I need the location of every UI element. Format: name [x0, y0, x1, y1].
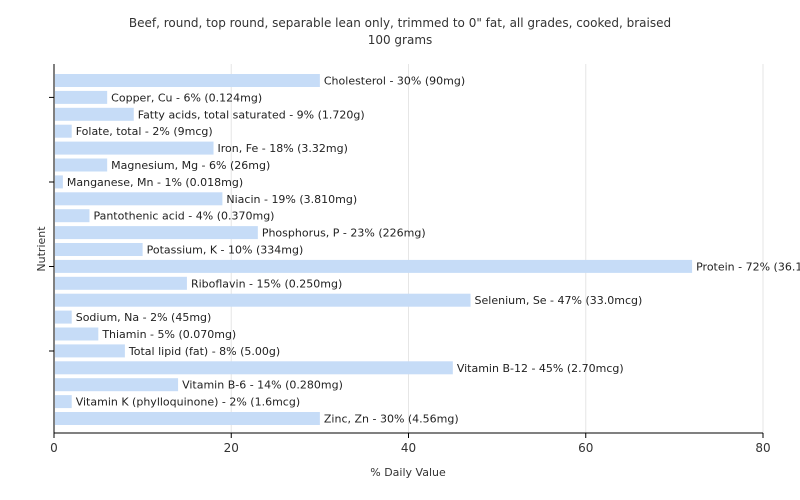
bar [55, 344, 125, 358]
bar-label: Magnesium, Mg - 6% (26mg) [111, 159, 270, 172]
bar-label: Niacin - 19% (3.810mg) [226, 193, 357, 206]
bar [55, 226, 258, 240]
bar [55, 243, 143, 256]
bar-label: Fatty acids, total saturated - 9% (1.720… [138, 108, 365, 121]
chart-title: Beef, round, top round, separable lean o… [129, 16, 671, 30]
bar-label: Copper, Cu - 6% (0.124mg) [111, 91, 262, 104]
bar-label: Manganese, Mn - 1% (0.018mg) [67, 176, 243, 189]
bar-label: Riboflavin - 15% (0.250mg) [191, 277, 342, 290]
bar [55, 192, 223, 206]
bar [55, 90, 108, 104]
x-tick-label: 20 [224, 441, 239, 455]
bar [55, 276, 187, 290]
bar [55, 361, 453, 375]
bar-label: Thiamin - 5% (0.070mg) [101, 328, 236, 341]
bar [55, 74, 320, 87]
x-tick-label: 0 [50, 441, 58, 455]
bar-label: Total lipid (fat) - 8% (5.00g) [128, 345, 280, 358]
bar-label: Vitamin B-12 - 45% (2.70mcg) [457, 362, 624, 375]
bar-label: Pantothenic acid - 4% (0.370mg) [93, 210, 274, 223]
bar-label: Cholesterol - 30% (90mg) [324, 75, 465, 88]
bar [55, 412, 320, 425]
x-tick-label: 80 [755, 441, 770, 455]
bar [55, 293, 471, 307]
bar-label: Potassium, K - 10% (334mg) [147, 244, 304, 257]
bar-label: Selenium, Se - 47% (33.0mcg) [475, 294, 643, 307]
bar-label: Vitamin B-6 - 14% (0.280mg) [182, 379, 343, 392]
x-axis-ticks: 0 20 40 60 80 [50, 433, 771, 455]
bar [55, 141, 214, 155]
bar [55, 209, 90, 223]
x-axis-title: % Daily Value [370, 466, 446, 479]
bar-label: Protein - 72% (36.12g) [696, 260, 800, 273]
bar [55, 107, 134, 121]
bar [55, 378, 179, 392]
chart-subtitle: 100 grams [368, 33, 433, 47]
bar [55, 158, 108, 172]
bar [55, 310, 72, 324]
bar-label: Folate, total - 2% (9mcg) [76, 125, 213, 138]
bar [55, 259, 693, 273]
bar [55, 395, 72, 409]
bar-label: Iron, Fe - 18% (3.32mg) [218, 142, 348, 155]
bar [55, 124, 72, 138]
bar-label: Zinc, Zn - 30% (4.56mg) [324, 413, 459, 426]
bar-label: Vitamin K (phylloquinone) - 2% (1.6mcg) [76, 396, 300, 409]
x-tick-label: 40 [401, 441, 416, 455]
bar [55, 327, 99, 341]
bar-label: Sodium, Na - 2% (45mg) [76, 311, 212, 324]
y-axis-title: Nutrient [35, 226, 48, 272]
bar-label: Phosphorus, P - 23% (226mg) [262, 227, 426, 240]
bar-series: Cholesterol - 30% (90mg) Copper, Cu - 6% … [55, 74, 800, 426]
x-tick-label: 60 [578, 441, 593, 455]
bar [55, 175, 63, 189]
